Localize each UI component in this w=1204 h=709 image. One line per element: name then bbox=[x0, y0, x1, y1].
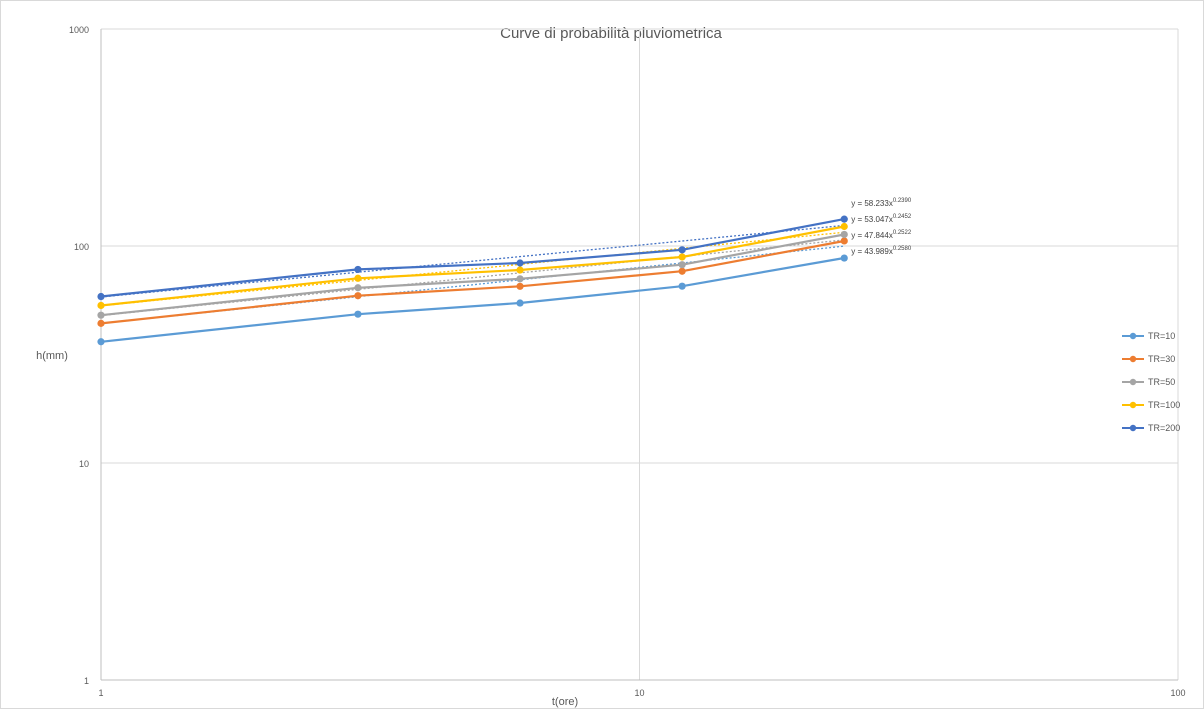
data-point bbox=[840, 254, 848, 262]
legend-marker bbox=[1129, 355, 1137, 363]
legend-label: TR=50 bbox=[1148, 377, 1175, 387]
trendline-equation: y = 47.844x0.2522 bbox=[851, 230, 912, 240]
legend-marker bbox=[1129, 378, 1137, 386]
trendline bbox=[100, 231, 845, 307]
trendline-equations: y = 58.233x0.2390 y = 53.047x0.2452 y = 47… bbox=[851, 198, 912, 256]
y-tick-label: 1 bbox=[84, 676, 89, 686]
legend-label: TR=30 bbox=[1148, 354, 1175, 364]
data-point bbox=[97, 338, 105, 346]
data-point bbox=[97, 292, 105, 301]
trendline-equation: y = 58.233x0.2390 bbox=[851, 198, 912, 208]
data-point bbox=[840, 230, 848, 239]
x-tick-label: 100 bbox=[1170, 688, 1185, 698]
data-point bbox=[516, 275, 524, 283]
legend-label: TR=200 bbox=[1148, 423, 1180, 433]
data-point bbox=[354, 284, 362, 292]
data-point bbox=[516, 259, 524, 267]
data-point bbox=[354, 274, 362, 282]
trendline bbox=[100, 224, 845, 298]
x-tick-label: 1 bbox=[98, 688, 103, 698]
tick-labels: 1 10 100 1000 1 10 100 bbox=[69, 25, 1186, 698]
data-point bbox=[516, 299, 524, 307]
chart-title: Curve di probabilità pluviometrica bbox=[500, 25, 722, 42]
data-point bbox=[354, 265, 362, 274]
data-point bbox=[840, 237, 848, 245]
legend-marker bbox=[1129, 401, 1137, 409]
data-point bbox=[516, 282, 524, 290]
trendline-equation: y = 53.047x0.2452 bbox=[851, 214, 912, 224]
y-tick-label: 10 bbox=[79, 459, 89, 469]
series-lines bbox=[97, 215, 848, 346]
data-point bbox=[97, 311, 105, 319]
y-tick-label: 100 bbox=[74, 242, 89, 252]
legend-marker bbox=[1129, 424, 1137, 432]
x-axis-label: t(ore) bbox=[552, 696, 578, 708]
y-axis-label: h(mm) bbox=[36, 350, 68, 362]
data-point bbox=[97, 319, 105, 327]
data-point bbox=[678, 246, 686, 254]
data-point bbox=[678, 253, 686, 261]
data-point bbox=[678, 261, 686, 269]
trendline-equation: y = 43.989x0.2580 bbox=[851, 246, 912, 256]
data-point bbox=[678, 282, 686, 290]
data-point bbox=[840, 215, 848, 223]
legend-label: TR=10 bbox=[1148, 331, 1175, 341]
y-tick-label: 1000 bbox=[69, 25, 89, 35]
data-point bbox=[516, 266, 524, 274]
legend-label: TR=100 bbox=[1148, 400, 1180, 410]
legend-marker bbox=[1129, 332, 1137, 340]
data-point bbox=[97, 301, 105, 310]
data-point bbox=[840, 222, 848, 231]
data-point bbox=[354, 292, 362, 300]
data-point bbox=[678, 267, 686, 275]
x-tick-label: 10 bbox=[634, 688, 644, 698]
data-point bbox=[354, 310, 362, 318]
legend: TR=10 TR=30 TR=50 TR=100 TR=200 bbox=[1122, 331, 1180, 433]
gridlines bbox=[100, 28, 1179, 681]
